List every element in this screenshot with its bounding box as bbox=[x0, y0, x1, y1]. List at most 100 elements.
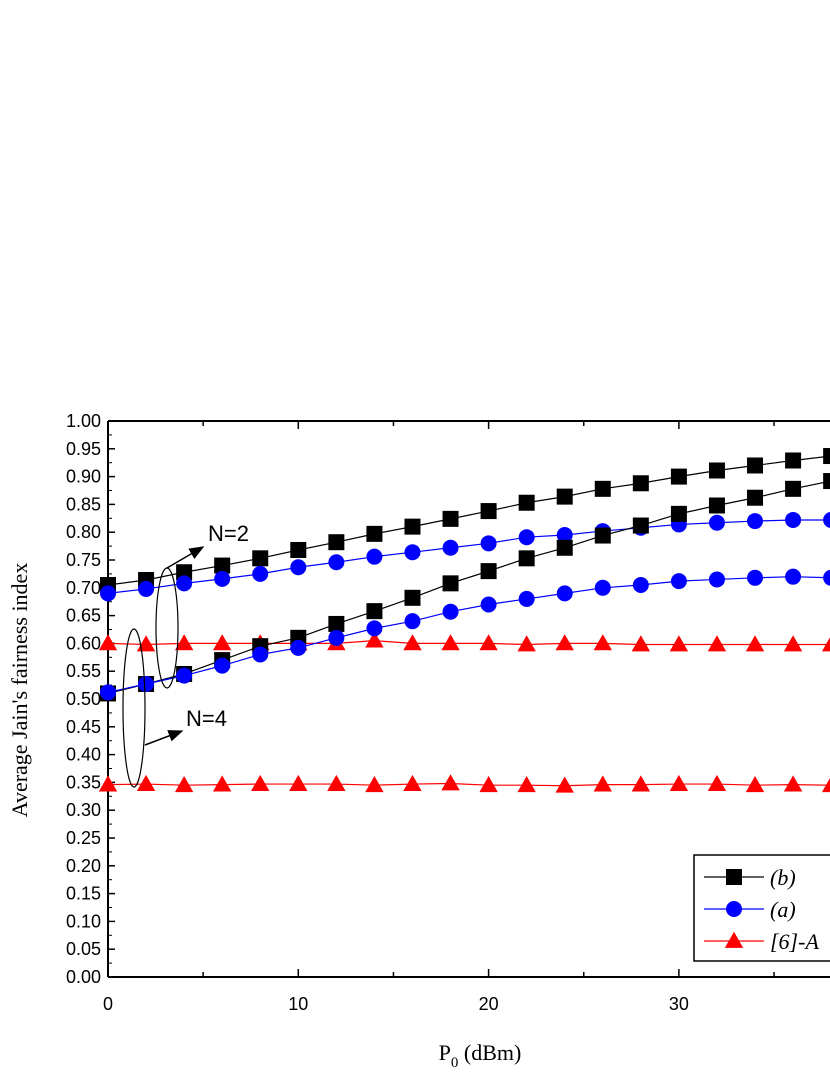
marker-circle bbox=[290, 639, 307, 656]
y-tick-label: 0.95 bbox=[66, 439, 101, 459]
x-tick-label: 10 bbox=[288, 994, 308, 1014]
marker-triangle bbox=[745, 775, 765, 793]
marker-square bbox=[404, 589, 421, 606]
marker-triangle bbox=[783, 635, 803, 652]
marker-triangle bbox=[327, 774, 346, 791]
marker-circle bbox=[176, 667, 193, 684]
y-tick-label: 0.70 bbox=[66, 578, 101, 598]
marker-triangle bbox=[707, 635, 727, 652]
series-N2-square bbox=[100, 448, 830, 594]
marker-circle bbox=[366, 620, 383, 637]
series-N4-triangle bbox=[98, 774, 830, 793]
marker-square bbox=[708, 497, 725, 514]
x-axis-title-main: P bbox=[439, 1040, 451, 1065]
marker-circle bbox=[708, 571, 725, 588]
legend-label: (b) bbox=[770, 865, 796, 890]
marker-triangle bbox=[517, 775, 536, 793]
marker-square bbox=[594, 527, 611, 544]
arrow-n4 bbox=[144, 730, 184, 746]
marker-triangle bbox=[669, 635, 689, 652]
marker-circle bbox=[290, 559, 307, 576]
marker-square bbox=[290, 541, 307, 558]
legend-entry: [6]-A bbox=[704, 929, 819, 954]
marker-triangle bbox=[98, 634, 118, 651]
marker-circle bbox=[480, 596, 497, 613]
annotations: N=2 N=4 bbox=[122, 521, 249, 788]
marker-square bbox=[785, 480, 802, 497]
marker-square bbox=[556, 539, 573, 556]
marker-circle bbox=[726, 901, 742, 917]
y-tick-label: 0.30 bbox=[66, 800, 101, 820]
marker-circle bbox=[252, 565, 269, 582]
y-tick-label: 0.45 bbox=[66, 717, 101, 737]
marker-circle bbox=[747, 569, 764, 586]
y-tick-label: 0.50 bbox=[66, 689, 101, 709]
marker-triangle bbox=[593, 634, 612, 651]
marker-square bbox=[747, 457, 764, 474]
series-line bbox=[107, 640, 830, 646]
x-tick-label: 20 bbox=[479, 994, 499, 1014]
marker-circle bbox=[328, 554, 345, 571]
marker-circle bbox=[442, 539, 459, 556]
x-axis-title-unit: (dBm) bbox=[458, 1040, 521, 1065]
marker-circle bbox=[138, 580, 155, 597]
marker-triangle bbox=[517, 635, 536, 652]
x-tick-label: 0 bbox=[103, 994, 113, 1014]
marker-square bbox=[328, 534, 345, 551]
marker-circle bbox=[480, 535, 497, 552]
y-tick-label: 0.00 bbox=[66, 967, 101, 987]
y-tick-label: 0.05 bbox=[66, 939, 101, 959]
x-axis-title-sub: 0 bbox=[451, 1055, 459, 1071]
arrow-n2 bbox=[166, 546, 205, 569]
marker-triangle bbox=[441, 634, 460, 651]
marker-triangle bbox=[724, 931, 744, 948]
marker-circle bbox=[138, 675, 155, 692]
legend-entry: (a) bbox=[704, 897, 796, 922]
y-tick-label: 0.80 bbox=[66, 522, 101, 542]
marker-circle bbox=[518, 529, 535, 546]
marker-triangle bbox=[593, 775, 612, 792]
marker-square bbox=[518, 494, 535, 511]
marker-circle bbox=[176, 575, 193, 592]
marker-circle bbox=[100, 684, 116, 701]
marker-square bbox=[480, 563, 497, 580]
x-tick-label: 30 bbox=[669, 994, 689, 1014]
marker-triangle bbox=[441, 774, 460, 791]
y-tick-label: 0.10 bbox=[66, 911, 101, 931]
marker-triangle bbox=[631, 635, 651, 652]
y-tick-label: 0.55 bbox=[66, 661, 101, 681]
marker-circle bbox=[404, 613, 421, 630]
y-tick-label: 0.25 bbox=[66, 828, 101, 848]
marker-square bbox=[366, 603, 383, 620]
annotation-n4: N=4 bbox=[186, 706, 227, 731]
marker-triangle bbox=[212, 775, 232, 792]
marker-square bbox=[726, 869, 742, 885]
y-tick-label: 0.60 bbox=[66, 633, 101, 653]
marker-circle bbox=[556, 526, 573, 543]
marker-circle bbox=[632, 577, 649, 594]
marker-triangle bbox=[479, 775, 498, 793]
marker-triangle bbox=[821, 777, 830, 793]
marker-circle bbox=[100, 585, 116, 602]
marker-triangle bbox=[555, 634, 574, 651]
series-N2-triangle bbox=[98, 631, 830, 652]
marker-triangle bbox=[783, 775, 803, 792]
marker-square bbox=[594, 480, 611, 497]
marker-circle bbox=[328, 629, 345, 646]
marker-square bbox=[214, 557, 231, 574]
y-tick-label: 0.85 bbox=[66, 494, 101, 514]
marker-circle bbox=[214, 570, 231, 587]
marker-circle bbox=[214, 657, 231, 674]
marker-triangle bbox=[365, 631, 384, 648]
marker-triangle bbox=[98, 775, 118, 792]
marker-circle bbox=[708, 514, 725, 531]
series-line bbox=[107, 576, 830, 693]
marker-triangle bbox=[403, 634, 422, 651]
marker-square bbox=[328, 615, 345, 632]
marker-circle bbox=[442, 603, 459, 620]
marker-circle bbox=[747, 513, 764, 530]
x-axis-title: P0 (dBm) bbox=[439, 1040, 522, 1071]
marker-square bbox=[518, 550, 535, 567]
marker-square bbox=[442, 575, 459, 592]
marker-circle bbox=[823, 512, 830, 528]
